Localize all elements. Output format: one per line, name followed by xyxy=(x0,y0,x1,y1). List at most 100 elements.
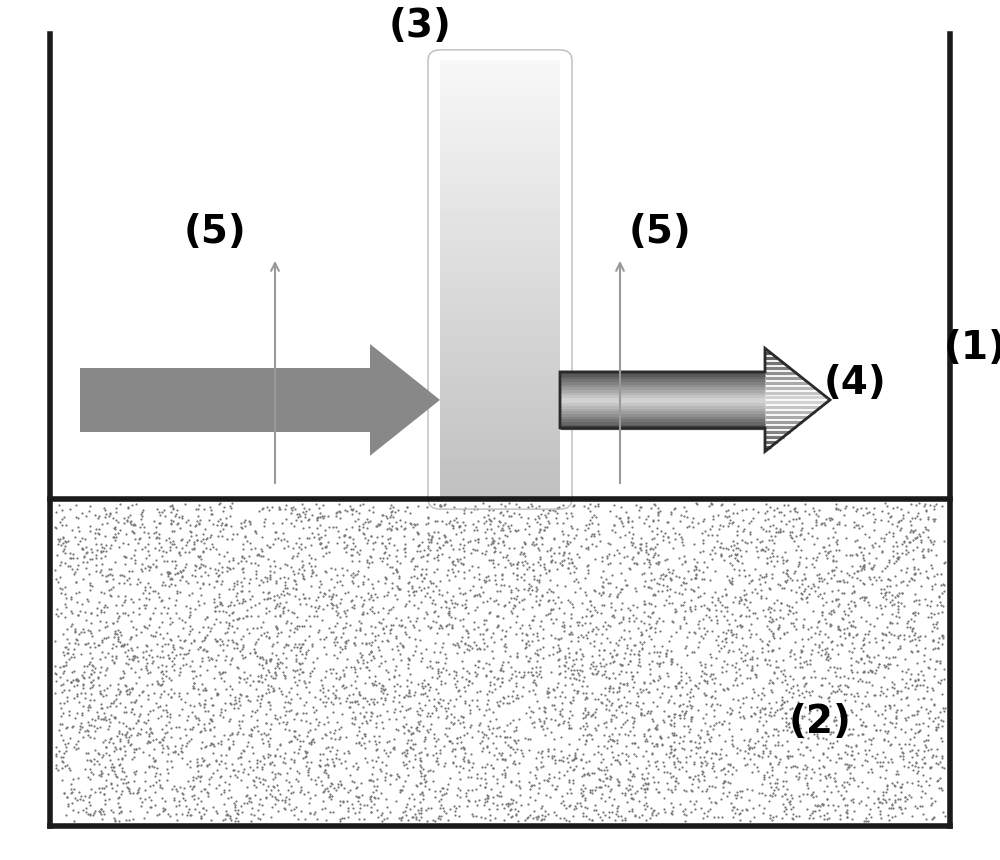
Point xyxy=(262,652,278,666)
Point xyxy=(774,675,790,689)
Point xyxy=(298,613,314,627)
Point xyxy=(483,783,499,796)
Point xyxy=(929,742,945,756)
Point xyxy=(455,587,471,600)
Point xyxy=(48,740,64,754)
Point xyxy=(629,686,645,700)
Point xyxy=(181,627,197,641)
Point xyxy=(260,591,276,605)
Point xyxy=(883,627,899,641)
Point xyxy=(80,724,96,738)
Point xyxy=(539,685,555,698)
Point xyxy=(494,671,510,685)
Point xyxy=(677,814,693,828)
Point xyxy=(215,814,231,827)
Point xyxy=(118,705,134,719)
Point xyxy=(366,697,382,710)
Point xyxy=(856,637,872,651)
Point xyxy=(259,501,275,514)
Point xyxy=(823,784,839,798)
Point xyxy=(258,728,274,742)
Point xyxy=(858,614,874,628)
Point xyxy=(263,652,279,666)
Point xyxy=(268,574,284,588)
Point xyxy=(495,550,511,564)
Point xyxy=(397,599,413,613)
Point xyxy=(345,502,361,516)
Point xyxy=(126,774,142,788)
Point xyxy=(742,525,758,538)
Point xyxy=(375,622,391,636)
Point xyxy=(532,522,548,536)
Point xyxy=(692,545,708,559)
Point xyxy=(81,670,97,684)
Point xyxy=(154,722,170,735)
Point xyxy=(524,668,540,682)
Point xyxy=(791,809,807,823)
Point xyxy=(479,788,495,802)
Point xyxy=(839,566,855,580)
Point xyxy=(587,705,603,719)
Point xyxy=(508,581,524,595)
Point xyxy=(789,573,805,587)
Point xyxy=(314,679,330,692)
Point xyxy=(856,631,872,645)
Point xyxy=(805,789,821,803)
Text: (1): (1) xyxy=(944,329,1000,367)
Point xyxy=(789,505,805,519)
Point xyxy=(744,661,760,675)
Point xyxy=(71,524,87,538)
Point xyxy=(139,679,155,692)
Point xyxy=(716,639,732,653)
Point xyxy=(119,574,135,587)
Point xyxy=(636,798,652,812)
Point xyxy=(92,805,108,819)
Point xyxy=(678,639,694,653)
Point xyxy=(632,542,648,556)
Point xyxy=(420,725,436,739)
Point xyxy=(598,670,614,684)
Point xyxy=(258,716,274,729)
Point xyxy=(282,696,298,709)
Point xyxy=(584,624,600,637)
Point xyxy=(557,691,573,704)
Point xyxy=(103,589,119,603)
Point xyxy=(152,699,168,713)
Point xyxy=(510,734,526,747)
Point xyxy=(713,498,729,512)
Point xyxy=(557,678,573,691)
Point xyxy=(595,585,611,599)
Point xyxy=(91,509,107,523)
Point xyxy=(244,740,260,754)
Point xyxy=(533,755,549,769)
Point xyxy=(688,746,704,760)
Point xyxy=(497,630,513,643)
Point xyxy=(366,779,382,793)
Point xyxy=(649,520,665,534)
Point xyxy=(141,593,157,606)
Point xyxy=(783,531,799,544)
Point xyxy=(781,685,797,699)
Point xyxy=(64,562,80,576)
Point xyxy=(799,778,815,792)
Point xyxy=(777,787,793,801)
Point xyxy=(556,624,572,638)
Point xyxy=(930,642,946,655)
Point xyxy=(875,642,891,655)
Point xyxy=(451,580,467,594)
Point xyxy=(543,666,559,679)
Point xyxy=(324,752,340,766)
Point xyxy=(785,606,801,620)
Point xyxy=(624,736,640,750)
Point xyxy=(757,738,773,752)
Point xyxy=(779,554,795,568)
Point xyxy=(658,648,674,661)
Point xyxy=(873,811,889,825)
Point xyxy=(49,602,65,616)
Point xyxy=(252,651,268,665)
Point xyxy=(646,803,662,817)
Point xyxy=(723,539,739,553)
Point xyxy=(375,686,391,700)
Point xyxy=(299,755,315,769)
Point xyxy=(510,814,526,828)
